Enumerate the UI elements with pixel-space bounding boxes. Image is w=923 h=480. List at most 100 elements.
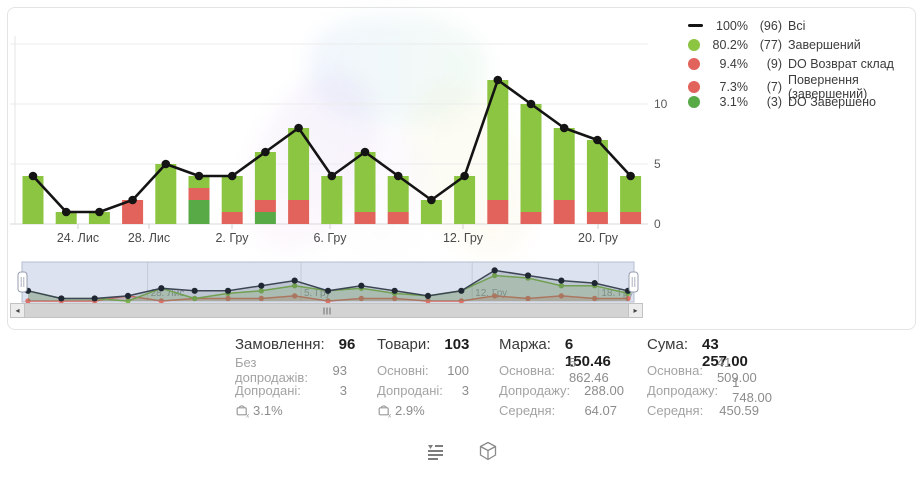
- scroll-right-arrow-icon[interactable]: ▸: [628, 304, 642, 317]
- line-point[interactable]: [427, 195, 436, 205]
- upsell-rate-row: x 3.1%: [235, 400, 347, 420]
- x-axis-tick-label: 20. Гру: [578, 231, 619, 245]
- legend-item[interactable]: 80.2% (77) Завершений: [688, 35, 923, 54]
- bar-segment[interactable]: [254, 212, 276, 224]
- legend-item[interactable]: 7.3% (7) Повернення (завершений): [688, 73, 923, 101]
- summary-stats: Замовлення: 96 Без допродажів: 93 Допродані:…: [235, 336, 772, 420]
- line-point[interactable]: [61, 207, 71, 217]
- stats-total-value: 43 257.00: [702, 336, 748, 370]
- navigator-point: [191, 287, 198, 294]
- line-point[interactable]: [626, 171, 635, 181]
- line-point[interactable]: [460, 171, 469, 181]
- stats-row: Допродажу: 1 748.00: [647, 375, 772, 405]
- bar-segment[interactable]: [520, 104, 542, 212]
- bar-segment[interactable]: [553, 128, 575, 200]
- range-navigator[interactable]: 28. Лис 5. Гру 12. Гру 18. Гру: [10, 260, 644, 304]
- legend-dot-swatch: [688, 81, 700, 93]
- stats-title: Замовлення:: [235, 336, 325, 353]
- bar-segment[interactable]: [387, 176, 409, 212]
- stats-row: Основна: 5 862.46: [499, 355, 617, 385]
- bar-segment[interactable]: [420, 200, 442, 224]
- line-point[interactable]: [593, 135, 602, 145]
- stats-column: Маржа: 6 150.46 Основна: 5 862.46 Допродажу:…: [499, 336, 624, 420]
- bar-segment[interactable]: [387, 212, 409, 224]
- legend-item[interactable]: 9.4% (9) DO Возврат склад: [688, 54, 923, 73]
- stats-title: Сума:: [647, 336, 688, 353]
- line-point[interactable]: [261, 147, 270, 157]
- line-point[interactable]: [294, 123, 303, 133]
- bar-segment[interactable]: [188, 188, 210, 200]
- stats-row-value: 41 509.00: [716, 355, 757, 385]
- bar-segment[interactable]: [321, 176, 343, 224]
- line-point[interactable]: [559, 123, 569, 133]
- navigator-handle[interactable]: [628, 271, 639, 293]
- bar-segment[interactable]: [221, 212, 243, 224]
- scrollbar-grip-icon[interactable]: [323, 307, 330, 314]
- stats-row-value: 93: [332, 362, 347, 378]
- scrollbar-track[interactable]: [25, 304, 628, 317]
- y-axis-tick-label: 5: [654, 157, 661, 171]
- navigator-area: [28, 275, 628, 301]
- line-point[interactable]: [128, 195, 137, 205]
- navigator-point: [558, 277, 565, 284]
- navigator-point: [525, 295, 531, 302]
- line-point[interactable]: [393, 171, 403, 181]
- bar-segment[interactable]: [487, 200, 509, 224]
- bar-segment[interactable]: [620, 176, 642, 212]
- stats-title: Маржа:: [499, 336, 551, 353]
- bar-segment[interactable]: [188, 176, 210, 188]
- navigator-tick-label: 18. Гру: [601, 288, 633, 299]
- bar-segment[interactable]: [454, 176, 476, 224]
- navigator-tick-label: 12. Гру: [475, 288, 507, 299]
- stats-column: Замовлення: 96 Без допродажів: 93 Допродані:…: [235, 336, 355, 420]
- line-point[interactable]: [227, 171, 237, 181]
- bar-segment[interactable]: [88, 212, 110, 224]
- bar-segment[interactable]: [487, 80, 509, 200]
- products-view-button[interactable]: [475, 438, 501, 464]
- bar-segment[interactable]: [354, 152, 376, 212]
- bar-segment[interactable]: [122, 200, 144, 224]
- stats-row: Основні: 100: [377, 360, 469, 380]
- legend-item[interactable]: 3.1% (3) DO Завершено: [688, 92, 923, 111]
- bar-segment[interactable]: [55, 212, 77, 224]
- bar-segment[interactable]: [288, 200, 310, 224]
- list-settings-icon: [428, 444, 443, 460]
- navigator-selection[interactable]: [21, 261, 635, 303]
- bar-segment[interactable]: [254, 152, 276, 200]
- main-chart[interactable]: 0 5 10 24. Лис 28. Лис 2. Гру 6. Гру 12. Гру 20.…: [0, 0, 676, 252]
- bar-segment[interactable]: [354, 212, 376, 224]
- bar-segment[interactable]: [22, 176, 44, 224]
- bar-segment[interactable]: [586, 212, 608, 224]
- scroll-left-arrow-icon[interactable]: ◂: [11, 304, 25, 317]
- navigator-point: [491, 267, 498, 274]
- bar-segment[interactable]: [188, 200, 210, 224]
- stats-title-row: Маржа: 6 150.46: [499, 336, 617, 370]
- chart-settings-button[interactable]: [423, 438, 449, 464]
- line-point[interactable]: [327, 171, 337, 181]
- line-point[interactable]: [28, 171, 38, 181]
- navigator-point: [158, 298, 165, 304]
- bar-segment[interactable]: [586, 140, 608, 212]
- line-point[interactable]: [493, 75, 503, 85]
- legend-item[interactable]: 100% (96) Всі: [688, 16, 923, 35]
- stats-row: Середня: 450.59: [647, 400, 759, 420]
- legend-percent: 7.3%: [719, 80, 749, 94]
- bar-segment[interactable]: [553, 200, 575, 224]
- line-point[interactable]: [194, 171, 204, 181]
- bar-segment[interactable]: [520, 212, 542, 224]
- stats-row-value: 3: [461, 382, 469, 398]
- navigator-area: [28, 270, 628, 301]
- navigator-handle[interactable]: [17, 271, 28, 293]
- line-point[interactable]: [161, 159, 171, 169]
- horizontal-scrollbar[interactable]: ◂ ▸: [10, 303, 643, 318]
- navigator-point: [458, 287, 465, 294]
- line-point[interactable]: [95, 207, 104, 217]
- bar-segment[interactable]: [155, 164, 177, 224]
- stats-row-label: Без допродажів:: [235, 355, 308, 385]
- bar-segment[interactable]: [221, 176, 243, 212]
- bar-segment[interactable]: [620, 212, 642, 224]
- bar-segment[interactable]: [288, 128, 310, 200]
- bar-segment[interactable]: [254, 200, 276, 212]
- line-point[interactable]: [526, 99, 536, 109]
- line-point[interactable]: [360, 147, 370, 157]
